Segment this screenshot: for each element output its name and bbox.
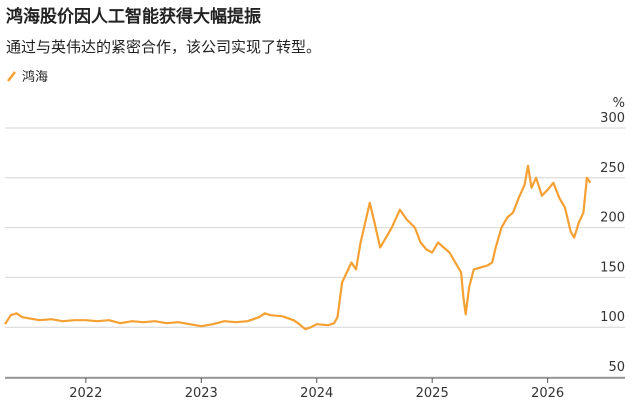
x-tick-label: 2026 (531, 386, 564, 401)
x-tick-label: 2022 (69, 386, 102, 401)
y-tick-label: 300 (600, 111, 625, 126)
x-tick-label: 2024 (300, 386, 333, 401)
x-tick-label: 2023 (185, 386, 218, 401)
legend-swatch (7, 71, 16, 82)
x-tick-label: 2025 (416, 386, 449, 401)
chart-title: 鸿海股价因人工智能获得大幅提振 (6, 6, 261, 27)
chart-subtitle: 通过与英伟达的紧密合作，该公司实现了转型。 (6, 38, 321, 56)
legend-label: 鸿海 (22, 69, 48, 85)
y-unit: % (613, 96, 625, 111)
y-tick-label: 50 (608, 360, 625, 375)
y-tick-label: 200 (600, 211, 625, 226)
y-tick-label: 150 (600, 260, 625, 275)
data-line (4, 164, 592, 331)
y-tick-label: 100 (600, 310, 625, 325)
y-tick-label: 250 (600, 161, 625, 176)
